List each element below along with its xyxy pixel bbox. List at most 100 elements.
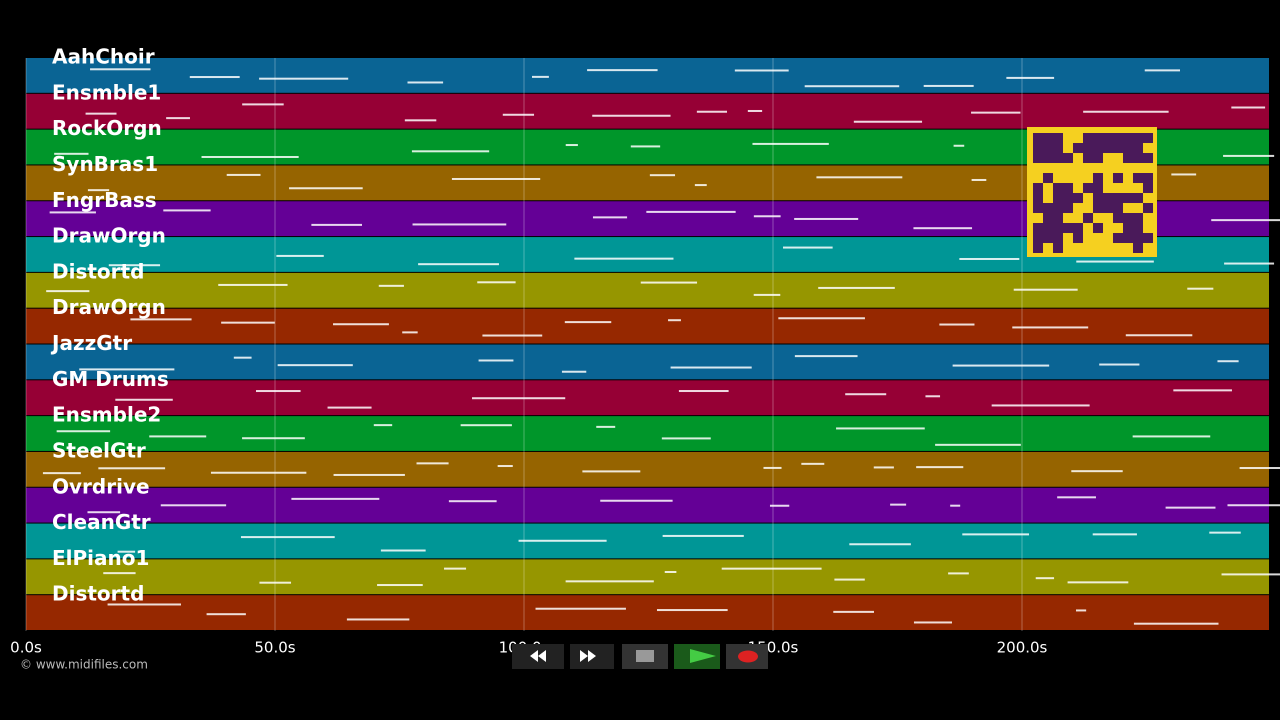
qr-cell xyxy=(1053,223,1063,233)
note xyxy=(953,144,965,147)
track-row xyxy=(26,559,1269,595)
note xyxy=(333,323,389,326)
note xyxy=(201,155,299,158)
note xyxy=(646,210,736,213)
qr-cell xyxy=(1063,203,1073,213)
note xyxy=(794,355,858,358)
note xyxy=(46,290,90,293)
note xyxy=(448,500,497,503)
note xyxy=(721,567,822,570)
note xyxy=(971,111,1021,114)
qr-cell xyxy=(1143,173,1153,183)
note xyxy=(753,293,781,296)
track-name: DrawOrgn xyxy=(52,295,166,319)
note xyxy=(477,281,516,284)
note xyxy=(221,321,275,324)
note xyxy=(531,75,549,78)
controls xyxy=(512,644,768,669)
note xyxy=(311,223,363,226)
track-name: Ensmble2 xyxy=(52,403,161,427)
note xyxy=(276,254,324,257)
qr-cell xyxy=(1063,153,1073,163)
note xyxy=(1133,622,1219,625)
qr-cell xyxy=(1123,133,1133,143)
qr-cell xyxy=(1123,213,1133,223)
note xyxy=(373,424,393,427)
note xyxy=(377,584,423,587)
qr-cell xyxy=(1053,143,1063,153)
qr-cell xyxy=(1063,193,1073,203)
note xyxy=(518,539,607,542)
note xyxy=(587,69,658,72)
qr-cell xyxy=(1053,233,1063,243)
note xyxy=(49,211,96,214)
note xyxy=(497,465,513,468)
qr-cell xyxy=(1123,153,1133,163)
note xyxy=(460,424,512,427)
note xyxy=(277,364,353,367)
qr-cell xyxy=(1053,193,1063,203)
qr-cell xyxy=(1033,153,1043,163)
qr-cell xyxy=(1113,233,1123,243)
note xyxy=(1227,504,1280,507)
qr-cell xyxy=(1133,233,1143,243)
qr-cell xyxy=(1113,213,1123,223)
note xyxy=(592,216,628,219)
note xyxy=(913,621,952,624)
qr-cell xyxy=(1053,183,1063,193)
note xyxy=(752,142,829,145)
note xyxy=(662,534,744,537)
note xyxy=(873,466,894,469)
note xyxy=(991,404,1090,407)
note xyxy=(407,81,444,84)
rewind-icon xyxy=(530,650,546,662)
note xyxy=(1035,577,1055,580)
track-name: DrawOrgn xyxy=(52,224,166,248)
note xyxy=(259,77,349,80)
note xyxy=(98,467,166,470)
note xyxy=(668,319,681,322)
qr-cell xyxy=(1123,233,1133,243)
qr-cell xyxy=(1073,223,1083,233)
qr-cell xyxy=(1043,153,1053,163)
note xyxy=(640,281,698,284)
track-name: CleanGtr xyxy=(52,510,151,534)
track-row xyxy=(26,58,1269,93)
qr-cell xyxy=(1093,173,1103,183)
forward-icon xyxy=(580,650,596,662)
note xyxy=(600,499,673,502)
qr-cell xyxy=(1143,203,1153,213)
qr-cell xyxy=(1043,133,1053,143)
note xyxy=(206,613,246,616)
note xyxy=(87,511,121,514)
note xyxy=(1012,326,1089,329)
qr-cell xyxy=(1083,183,1093,193)
note xyxy=(291,497,380,500)
note xyxy=(596,425,616,428)
note xyxy=(418,263,499,266)
note xyxy=(696,110,728,113)
track-name: FngrBass xyxy=(52,188,157,212)
qr-cell xyxy=(1033,223,1043,233)
qr-cell xyxy=(1063,223,1073,233)
notes xyxy=(42,68,1280,625)
note xyxy=(952,364,1050,367)
qr-cell xyxy=(1093,193,1103,203)
note xyxy=(115,398,173,401)
note xyxy=(1006,76,1055,79)
qr-cell xyxy=(1103,143,1113,153)
note xyxy=(753,215,781,218)
note xyxy=(747,109,763,112)
note xyxy=(472,397,566,400)
stop-icon xyxy=(636,650,654,662)
note xyxy=(378,284,404,287)
qr-cell xyxy=(1043,213,1053,223)
track-name: Distortd xyxy=(52,582,144,606)
note xyxy=(664,570,677,573)
note xyxy=(255,390,301,393)
qr-cell xyxy=(1093,133,1103,143)
note xyxy=(87,189,110,192)
note xyxy=(380,549,426,552)
note xyxy=(412,223,507,226)
note xyxy=(444,567,467,570)
